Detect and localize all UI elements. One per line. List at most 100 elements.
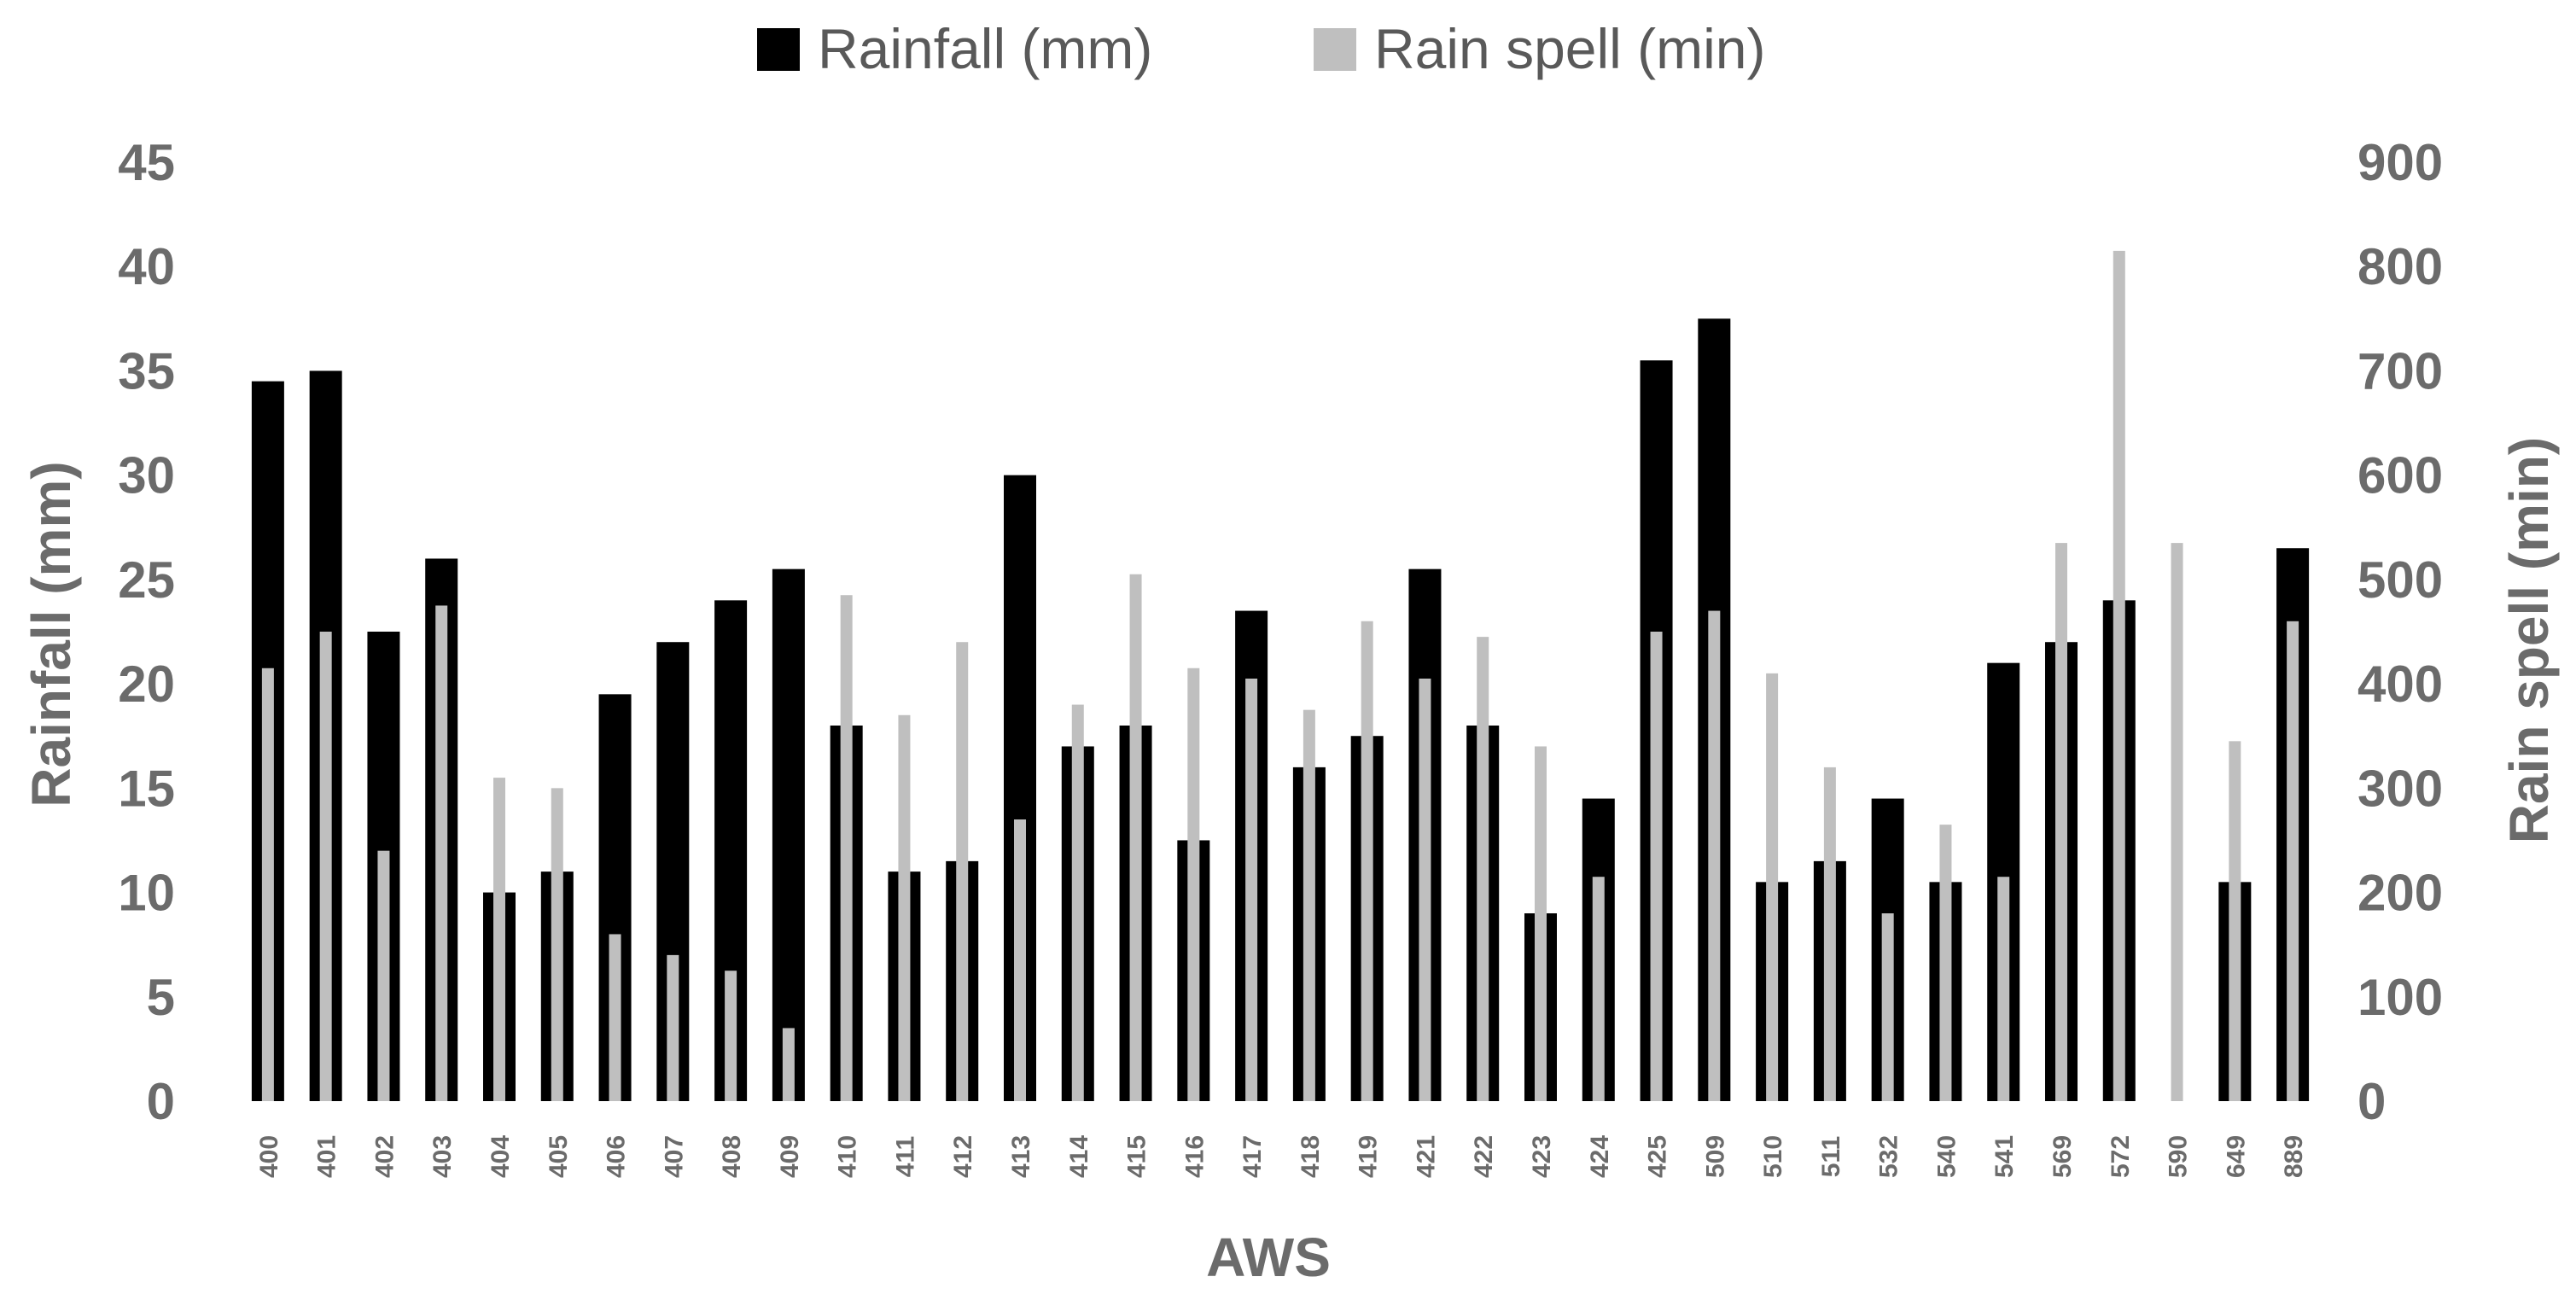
- bar-rain-spell: [782, 1028, 795, 1101]
- x-tick-label: 422: [1470, 1135, 1498, 1178]
- x-tick-label: 509: [1701, 1135, 1729, 1178]
- bar-rain-spell: [667, 954, 679, 1101]
- y2-tick-label: 900: [2357, 134, 2443, 191]
- x-axis-title: AWS: [1206, 1227, 1331, 1288]
- bar-rain-spell: [2287, 621, 2299, 1101]
- x-tick-label: 532: [1875, 1135, 1903, 1178]
- bar-rain-spell: [2171, 543, 2183, 1101]
- x-tick-label: 400: [255, 1135, 283, 1178]
- y-tick-label: 10: [118, 865, 175, 922]
- x-tick-label: 403: [428, 1135, 457, 1178]
- x-tick-label: 541: [1990, 1135, 2019, 1178]
- x-tick-label: 417: [1238, 1135, 1267, 1178]
- bar-rain-spell: [725, 971, 737, 1101]
- bar-rain-spell: [2113, 250, 2125, 1101]
- y-tick-label: 40: [118, 238, 175, 295]
- x-tick-label: 409: [776, 1135, 804, 1178]
- bar-rain-spell: [1766, 673, 1779, 1101]
- y2-tick-label: 600: [2357, 447, 2443, 504]
- y2-tick-label: 700: [2357, 342, 2443, 399]
- x-tick-label: 572: [2107, 1135, 2135, 1178]
- bar-rain-spell: [1881, 913, 1894, 1101]
- y-axis-ticks: 0 5 10 15 20 25 30 35 40 45: [118, 134, 175, 1130]
- y2-tick-label: 400: [2357, 656, 2443, 713]
- x-tick-label: 421: [1412, 1135, 1440, 1178]
- legend-label-rainfall: Rainfall (mm): [818, 17, 1152, 80]
- bar-rain-spell: [1708, 610, 1721, 1101]
- x-tick-label: 419: [1355, 1135, 1383, 1178]
- x-tick-label: 569: [2049, 1135, 2077, 1178]
- y-tick-label: 0: [147, 1073, 175, 1130]
- bar-rain-spell: [1071, 704, 1084, 1101]
- x-tick-label: 540: [1932, 1135, 1961, 1178]
- y2-tick-label: 500: [2357, 551, 2443, 609]
- x-tick-label: 590: [2165, 1135, 2193, 1178]
- x-tick-label: 423: [1528, 1135, 1556, 1178]
- legend-swatch-rain-spell: [1314, 28, 1356, 71]
- bar-rain-spell: [1592, 877, 1605, 1101]
- bar-rain-spell: [493, 778, 505, 1101]
- bar-rain-spell: [1823, 767, 1836, 1101]
- y-axis-title: Rainfall (mm): [20, 461, 82, 807]
- y-tick-label: 25: [118, 551, 175, 609]
- x-tick-label: 889: [2280, 1135, 2308, 1178]
- y-tick-label: 45: [118, 134, 175, 191]
- y-tick-label: 35: [118, 342, 175, 399]
- y-tick-label: 15: [118, 760, 175, 817]
- y2-tick-label: 300: [2357, 760, 2443, 817]
- x-tick-label: 404: [487, 1135, 515, 1178]
- bar-rain-spell: [1303, 709, 1315, 1101]
- bar-rain-spell: [1245, 679, 1258, 1101]
- x-tick-label: 402: [370, 1135, 399, 1178]
- bar-rain-spell: [435, 605, 448, 1101]
- bar-rain-spell: [840, 595, 853, 1101]
- bar-rain-spell: [1997, 877, 2010, 1101]
- x-tick-label: 406: [603, 1135, 631, 1178]
- bar-rain-spell: [319, 632, 332, 1101]
- legend-swatch-rainfall: [757, 28, 800, 71]
- y2-axis-ticks: 0 100 200 300 400 500 600 700 800 900: [2357, 134, 2443, 1130]
- bar-rain-spell: [1129, 574, 1142, 1101]
- legend-label-rain-spell: Rain spell (min): [1374, 17, 1765, 80]
- y2-tick-label: 100: [2357, 969, 2443, 1026]
- y2-tick-label: 0: [2357, 1073, 2386, 1130]
- legend: Rainfall (mm) Rain spell (min): [757, 17, 1765, 80]
- bar-rain-spell: [956, 642, 969, 1101]
- bar-rain-spell: [261, 667, 274, 1101]
- x-tick-label: 401: [313, 1135, 341, 1178]
- bar-rain-spell: [377, 850, 390, 1101]
- x-tick-label: 412: [949, 1135, 977, 1178]
- y2-tick-label: 800: [2357, 238, 2443, 295]
- x-tick-label: 408: [718, 1135, 746, 1178]
- x-tick-label: 405: [545, 1135, 573, 1178]
- bar-rain-spell: [2229, 741, 2241, 1101]
- y-tick-label: 20: [118, 656, 175, 713]
- x-tick-label: 415: [1123, 1135, 1151, 1178]
- bar-rain-spell: [1361, 621, 1373, 1101]
- bars: [251, 250, 2310, 1102]
- y-tick-label: 5: [147, 969, 175, 1026]
- bar-rain-spell: [898, 714, 911, 1101]
- x-axis-ticks: 400 401 402 403 404 405 406 407 408 409 410 411 412 4…: [255, 1135, 2308, 1178]
- x-tick-label: 414: [1065, 1135, 1093, 1178]
- x-tick-label: 411: [891, 1136, 919, 1177]
- bar-rain-spell: [1419, 679, 1431, 1101]
- y2-tick-label: 200: [2357, 865, 2443, 922]
- x-tick-label: 413: [1007, 1135, 1035, 1178]
- x-tick-label: 407: [660, 1135, 688, 1178]
- y2-axis-title: Rain spell (min): [2498, 437, 2560, 844]
- bar-rain-spell: [1535, 746, 1547, 1101]
- x-tick-label: 425: [1644, 1135, 1672, 1178]
- x-tick-label: 511: [1817, 1136, 1845, 1177]
- x-tick-label: 418: [1297, 1135, 1325, 1178]
- x-tick-label: 649: [2222, 1135, 2250, 1178]
- x-tick-label: 416: [1180, 1135, 1209, 1178]
- bar-rain-spell: [609, 934, 621, 1101]
- bar-rain-spell: [1014, 819, 1026, 1101]
- bar-rain-spell: [1939, 825, 1952, 1101]
- bar-rain-spell: [2055, 543, 2067, 1101]
- bar-rain-spell: [1650, 632, 1663, 1101]
- bar-rain-spell: [1477, 637, 1489, 1101]
- y-tick-label: 30: [118, 447, 175, 504]
